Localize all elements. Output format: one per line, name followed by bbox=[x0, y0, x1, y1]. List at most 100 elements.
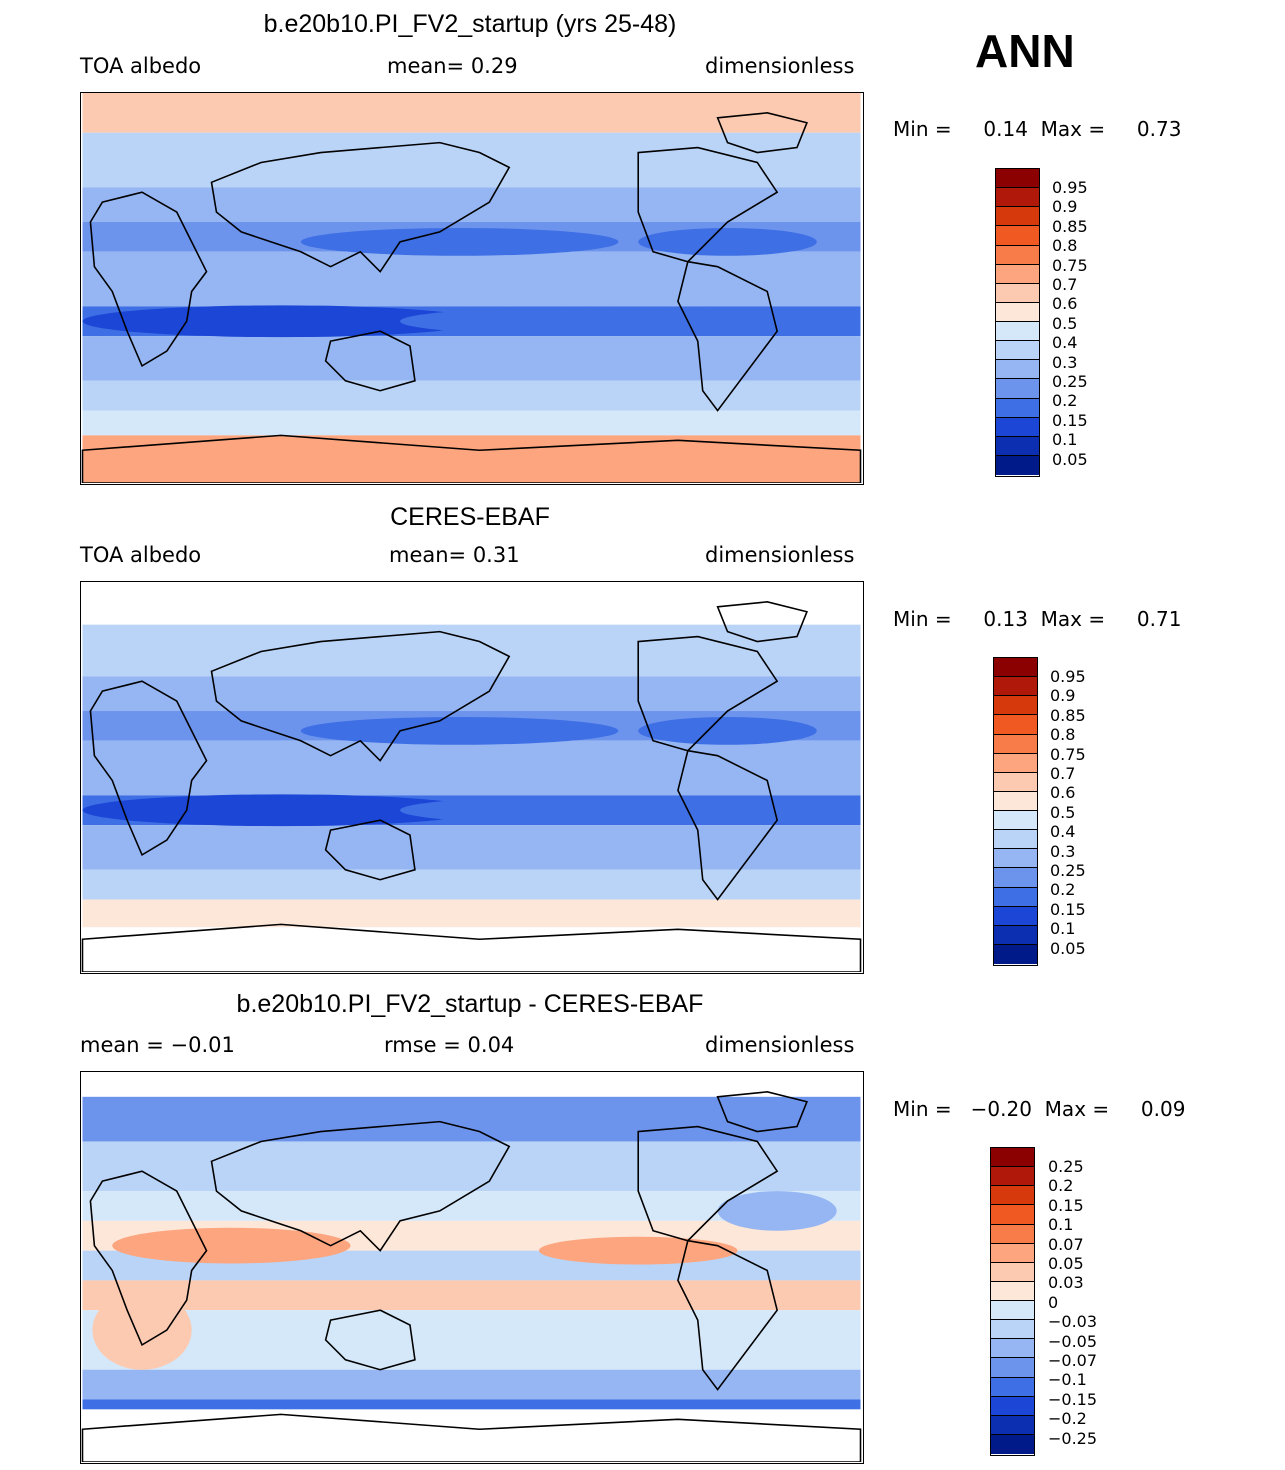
coastline bbox=[81, 1413, 862, 1462]
field-band bbox=[82, 93, 861, 133]
color-bar-swatch bbox=[996, 245, 1039, 265]
color-bar-swatch bbox=[996, 341, 1039, 361]
color-bar-swatch bbox=[994, 772, 1037, 792]
field-band bbox=[82, 676, 861, 712]
panel-title: b.e20b10.PI_FV2_startup (yrs 25-48) bbox=[263, 10, 677, 38]
color-bar-label: 0.8 bbox=[1052, 236, 1078, 256]
color-bar-swatch bbox=[994, 849, 1037, 869]
color-bar-swatch bbox=[991, 1243, 1034, 1263]
color-bar-label: 0.95 bbox=[1050, 667, 1086, 686]
color-bar-swatch bbox=[991, 1224, 1034, 1244]
color-bar-swatch bbox=[991, 1358, 1034, 1378]
contour-region bbox=[638, 227, 817, 256]
color-bar-swatch bbox=[994, 658, 1037, 678]
color-bar-label: 0.3 bbox=[1050, 841, 1076, 861]
field-band bbox=[82, 740, 861, 796]
color-bar-labels: 0.95 0.9 0.85 0.8 0.75 0.7 0.6 0.5 0.4 0.3 0.25 0.2… bbox=[1050, 667, 1086, 958]
coastline bbox=[89, 680, 208, 857]
field-band bbox=[82, 1310, 861, 1370]
contour-region bbox=[300, 716, 619, 745]
coastline bbox=[637, 635, 779, 752]
field-band bbox=[82, 132, 861, 188]
color-bar-label: 0.9 bbox=[1052, 197, 1078, 217]
coastline bbox=[716, 1091, 808, 1133]
color-bar-swatch bbox=[991, 1262, 1034, 1282]
color-bar-swatch bbox=[994, 868, 1037, 888]
field-band bbox=[82, 1280, 861, 1311]
color-bar-label: 0.15 bbox=[1048, 1195, 1084, 1215]
color-bar-label: 0.05 bbox=[1048, 1254, 1084, 1274]
field-band bbox=[82, 435, 861, 483]
field-band bbox=[82, 336, 861, 381]
color-bar-label: 0.05 bbox=[1052, 449, 1088, 469]
map-canvas bbox=[81, 93, 862, 483]
coastline bbox=[637, 146, 779, 263]
map-plot bbox=[80, 92, 864, 485]
color-bar-label: 0.1 bbox=[1050, 919, 1076, 939]
color-bar-label: −0.2 bbox=[1048, 1409, 1087, 1429]
mean-label: mean = −0.01 bbox=[80, 1033, 235, 1057]
color-bar-label: −0.1 bbox=[1048, 1370, 1087, 1390]
map-canvas bbox=[81, 1072, 862, 1462]
color-bar-swatch bbox=[991, 1377, 1034, 1397]
variable-label: TOA albedo bbox=[80, 543, 202, 567]
field-band bbox=[82, 251, 861, 307]
coastline bbox=[210, 1120, 511, 1252]
coastline bbox=[89, 1170, 208, 1347]
color-bar-swatch bbox=[994, 830, 1037, 850]
color-bar bbox=[995, 168, 1040, 477]
units-label: dimensionless bbox=[705, 1033, 855, 1057]
color-bar-swatch bbox=[996, 322, 1039, 342]
field-band bbox=[82, 624, 861, 677]
color-bar-label: 0.85 bbox=[1050, 705, 1086, 725]
color-bar-label: 0.15 bbox=[1052, 410, 1088, 430]
color-bar-label: 0.85 bbox=[1052, 216, 1088, 236]
color-bar bbox=[993, 657, 1038, 966]
map-plot bbox=[80, 581, 864, 974]
coastline bbox=[81, 923, 862, 972]
min-max-label: Min = −0.20 Max = 0.09 bbox=[893, 1097, 1186, 1121]
color-bar-label: 0.4 bbox=[1050, 822, 1076, 842]
contour-region bbox=[638, 716, 817, 745]
color-bar-swatch bbox=[991, 1167, 1034, 1187]
color-bar-label: 0.25 bbox=[1048, 1157, 1084, 1176]
color-bar-label: −0.05 bbox=[1048, 1331, 1098, 1351]
color-bar-label: −0.25 bbox=[1048, 1428, 1098, 1448]
coastline bbox=[324, 1309, 416, 1371]
color-bar-swatch bbox=[991, 1396, 1034, 1416]
color-bar bbox=[990, 1147, 1035, 1456]
field-band bbox=[82, 380, 861, 411]
color-bar-label: 0.1 bbox=[1052, 430, 1078, 450]
color-bar-label: 0.2 bbox=[1052, 391, 1078, 411]
contour-region bbox=[538, 1236, 738, 1265]
color-bar-swatch bbox=[996, 226, 1039, 246]
field-band bbox=[82, 825, 861, 870]
color-bar-swatch bbox=[994, 925, 1037, 945]
color-bar-label: 0.07 bbox=[1048, 1234, 1084, 1254]
color-bar-swatch bbox=[994, 791, 1037, 811]
color-bar-swatch bbox=[996, 398, 1039, 418]
color-bar-swatch bbox=[991, 1186, 1034, 1206]
min-max-label: Min = 0.13 Max = 0.71 bbox=[893, 607, 1182, 631]
color-bar-swatch bbox=[994, 753, 1037, 773]
coastline bbox=[210, 141, 511, 273]
color-bar-label: 0.8 bbox=[1050, 725, 1076, 745]
color-bar-label: 0.7 bbox=[1052, 275, 1078, 295]
color-bar-label: 0.5 bbox=[1052, 313, 1078, 333]
color-bar-label: 0.6 bbox=[1052, 294, 1078, 314]
color-bar-swatch bbox=[991, 1320, 1034, 1340]
coastline bbox=[677, 260, 779, 412]
color-bar-swatch bbox=[996, 188, 1039, 208]
field-band bbox=[82, 1409, 861, 1462]
variable-label: TOA albedo bbox=[80, 54, 202, 78]
units-label: dimensionless bbox=[705, 543, 855, 567]
contour-region bbox=[400, 307, 758, 336]
color-bar-swatch bbox=[996, 283, 1039, 303]
color-bar-label: 0.9 bbox=[1050, 686, 1076, 706]
coastline bbox=[324, 330, 416, 392]
contour-region bbox=[400, 796, 758, 825]
color-bar-swatch bbox=[996, 360, 1039, 380]
contour-region bbox=[92, 1290, 192, 1370]
color-bar-label: 0.15 bbox=[1050, 899, 1086, 919]
color-bar-swatch bbox=[991, 1205, 1034, 1225]
